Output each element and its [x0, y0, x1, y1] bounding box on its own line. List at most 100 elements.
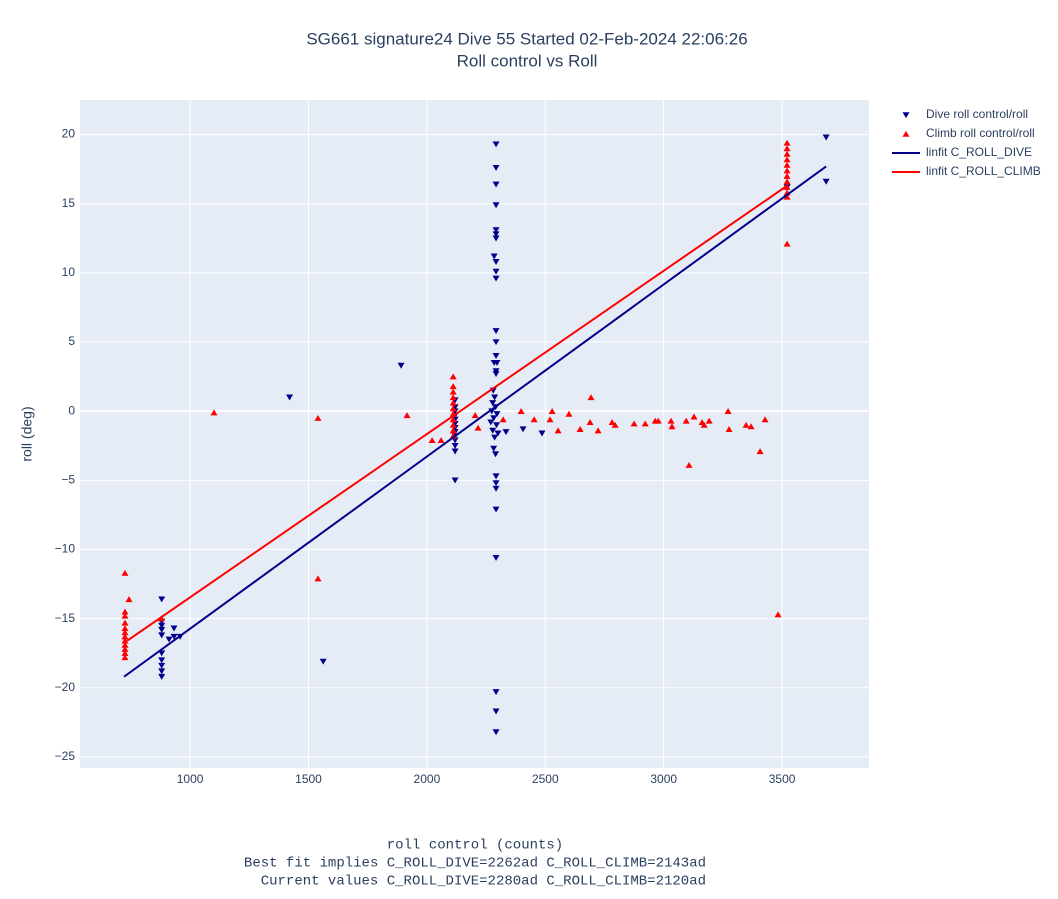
- data-point: [576, 426, 584, 432]
- data-point: [492, 371, 500, 377]
- y-tick-label: 20: [62, 127, 76, 141]
- data-point: [121, 654, 129, 661]
- data-point: [121, 619, 129, 626]
- data-point: [682, 417, 690, 424]
- data-point: [121, 629, 129, 636]
- data-point: [783, 161, 791, 168]
- data-point: [449, 416, 457, 423]
- data-point: [492, 235, 500, 242]
- data-point: [641, 420, 649, 427]
- data-point: [314, 414, 322, 421]
- data-point: [725, 426, 733, 432]
- data-point: [756, 448, 764, 455]
- chart-title: SG661 signature24 Dive 55 Started 02-Feb…: [306, 29, 747, 48]
- data-point: [286, 394, 294, 401]
- chart-subtitle: Roll control vs Roll: [457, 51, 598, 70]
- data-point: [158, 662, 166, 669]
- data-point: [403, 412, 411, 419]
- data-point: [474, 424, 482, 431]
- x-tick-label: 2500: [532, 772, 559, 786]
- y-tick-label: −10: [55, 542, 76, 556]
- data-point: [492, 480, 500, 487]
- data-point: [121, 650, 129, 657]
- x-tick-label: 2000: [414, 772, 441, 786]
- data-point: [530, 416, 538, 423]
- data-point: [587, 394, 595, 401]
- data-point: [121, 608, 129, 615]
- data-point: [121, 641, 129, 648]
- data-point: [492, 729, 500, 736]
- legend-label: linfit C_ROLL_DIVE: [926, 145, 1032, 159]
- data-point: [654, 417, 662, 424]
- y-tick-label: 15: [62, 196, 76, 210]
- data-point: [165, 636, 173, 643]
- data-point: [705, 417, 713, 424]
- legend-label: linfit C_ROLL_CLIMB: [926, 164, 1041, 178]
- data-point: [492, 328, 500, 335]
- data-point: [451, 442, 459, 449]
- data-point: [449, 399, 457, 406]
- x-tick-label: 3500: [769, 772, 796, 786]
- fit-line: [126, 184, 788, 642]
- fit-line: [123, 165, 827, 678]
- data-point: [499, 416, 507, 423]
- data-point: [170, 625, 178, 632]
- data-point: [502, 429, 510, 436]
- data-point: [451, 437, 459, 444]
- data-point: [489, 427, 497, 434]
- data-point: [492, 339, 500, 346]
- data-point: [491, 434, 499, 441]
- data-point: [517, 408, 525, 414]
- data-point: [449, 373, 457, 380]
- data-point: [492, 141, 500, 148]
- data-point: [690, 413, 698, 420]
- data-point: [822, 134, 830, 141]
- y-tick-label: 5: [68, 334, 75, 348]
- data-point: [121, 625, 129, 632]
- data-point: [492, 554, 500, 561]
- data-point: [492, 275, 500, 282]
- data-point: [492, 708, 500, 715]
- data-point: [121, 633, 129, 640]
- data-point: [492, 485, 500, 492]
- legend-label: Climb roll control/roll: [926, 126, 1035, 140]
- data-point: [471, 412, 479, 419]
- data-point: [493, 411, 501, 418]
- data-point: [492, 164, 500, 171]
- data-point: [548, 408, 556, 414]
- data-point: [397, 362, 405, 369]
- data-point: [449, 427, 457, 434]
- data-point: [451, 448, 459, 455]
- data-point: [492, 268, 500, 275]
- y-tick-label: −20: [55, 680, 76, 694]
- data-point: [783, 193, 791, 200]
- data-point: [158, 622, 166, 629]
- data-point: [314, 575, 322, 582]
- data-point: [158, 668, 166, 675]
- y-tick-label: 10: [62, 265, 76, 279]
- data-point: [492, 451, 500, 458]
- data-point: [492, 259, 500, 265]
- x-axis-label: roll control (counts): [387, 838, 563, 854]
- plot-area: [80, 100, 869, 768]
- data-point: [783, 139, 791, 146]
- data-point: [494, 430, 502, 437]
- data-point: [158, 596, 166, 603]
- data-point: [490, 253, 498, 260]
- data-point: [492, 473, 500, 480]
- data-point: [121, 645, 129, 652]
- data-point: [685, 461, 693, 468]
- data-point: [125, 596, 133, 603]
- data-point: [210, 409, 218, 416]
- data-point: [493, 359, 501, 366]
- data-point: [121, 612, 129, 619]
- data-point: [492, 506, 500, 513]
- data-point: [667, 417, 675, 424]
- data-point: [158, 632, 166, 639]
- data-point: [489, 400, 497, 407]
- data-point: [449, 421, 457, 428]
- data-point: [586, 419, 594, 426]
- legend-swatch: [902, 112, 910, 119]
- data-point: [611, 421, 619, 428]
